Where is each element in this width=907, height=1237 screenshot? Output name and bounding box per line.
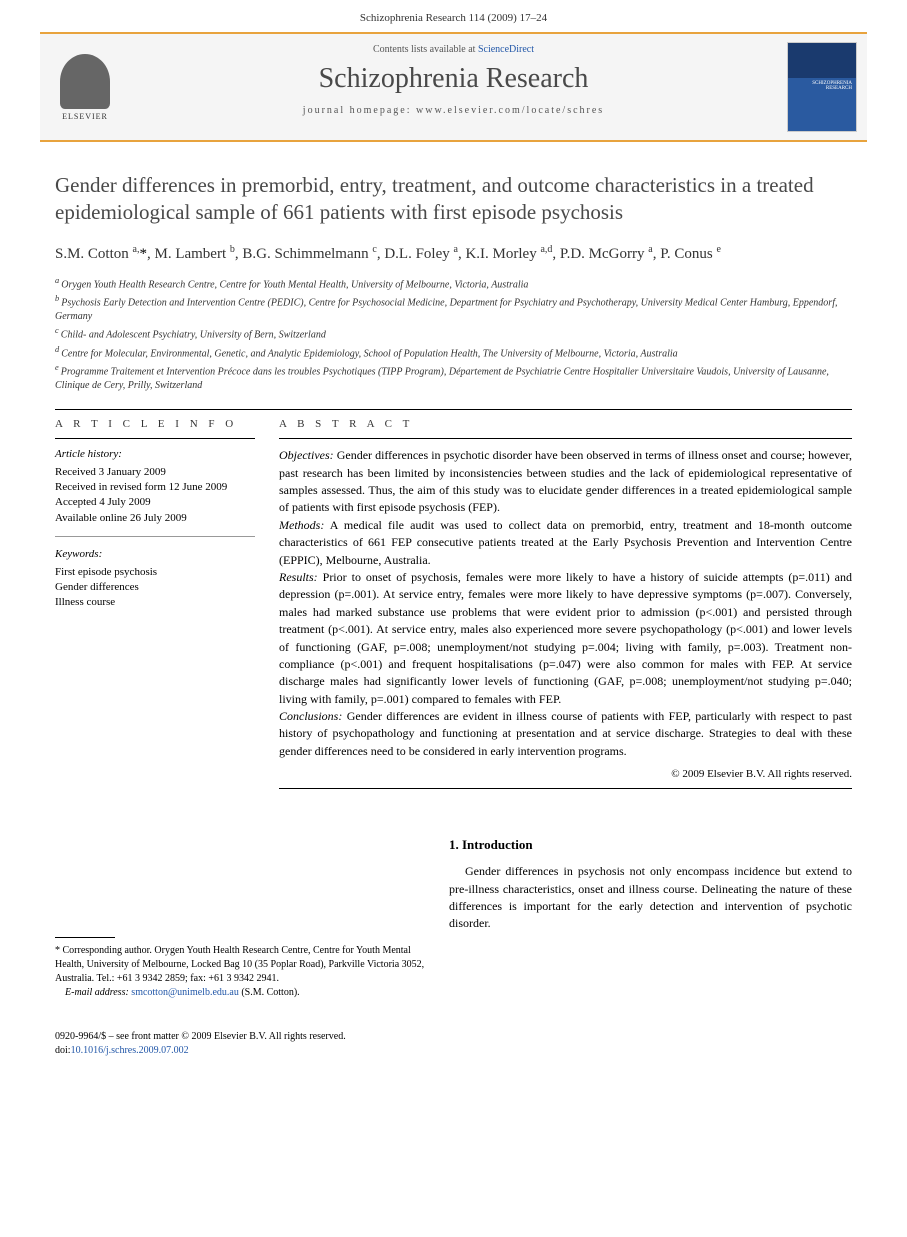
- keyword-line: Illness course: [55, 595, 255, 610]
- corresponding-author-footnote: * Corresponding author. Orygen Youth Hea…: [55, 944, 425, 1000]
- affiliation-line: b Psychosis Early Detection and Interven…: [55, 293, 852, 324]
- affiliation-line: a Orygen Youth Health Research Centre, C…: [55, 275, 852, 292]
- conclusions-head: Conclusions:: [279, 709, 342, 723]
- introduction-heading: 1. Introduction: [449, 837, 852, 853]
- keyword-line: First episode psychosis: [55, 565, 255, 580]
- author-list: S.M. Cotton a,*, M. Lambert b, B.G. Schi…: [55, 243, 852, 265]
- abstract-copyright: © 2009 Elsevier B.V. All rights reserved…: [279, 768, 852, 780]
- corresponding-text: Corresponding author. Orygen Youth Healt…: [55, 945, 424, 984]
- divider: [279, 788, 852, 789]
- cover-thumbnail-box: [777, 34, 867, 140]
- article-info-label: A R T I C L E I N F O: [55, 418, 255, 430]
- history-line: Accepted 4 July 2009: [55, 495, 255, 510]
- journal-name: Schizophrenia Research: [130, 63, 777, 95]
- article-history-block: Article history: Received 3 January 2009…: [55, 447, 255, 537]
- affiliations-list: a Orygen Youth Health Research Centre, C…: [55, 275, 852, 394]
- elsevier-logo: ELSEVIER: [50, 47, 120, 127]
- results-text: Prior to onset of psychosis, females wer…: [279, 570, 852, 706]
- info-abstract-row: A R T I C L E I N F O Article history: R…: [55, 418, 852, 797]
- elsevier-tree-icon: [60, 54, 110, 109]
- lower-columns: * Corresponding author. Orygen Youth Hea…: [55, 837, 852, 1000]
- email-suffix: (S.M. Cotton).: [241, 987, 299, 998]
- abstract-column: A B S T R A C T Objectives: Gender diffe…: [279, 418, 852, 797]
- methods-head: Methods:: [279, 518, 324, 532]
- keywords-block: Keywords: First episode psychosisGender …: [55, 547, 255, 621]
- journal-homepage-url: www.elsevier.com/locate/schres: [416, 105, 604, 116]
- issn-copyright-line: 0920-9964/$ – see front matter © 2009 El…: [55, 1030, 852, 1044]
- abstract-body: Objectives: Gender differences in psycho…: [279, 447, 852, 760]
- journal-cover-thumbnail: [787, 42, 857, 132]
- doi-link[interactable]: 10.1016/j.schres.2009.07.002: [71, 1045, 189, 1056]
- email-label: E-mail address:: [65, 987, 129, 998]
- affiliation-line: d Centre for Molecular, Environmental, G…: [55, 344, 852, 361]
- divider: [55, 409, 852, 410]
- journal-banner: ELSEVIER Contents lists available at Sci…: [40, 32, 867, 142]
- history-heading: Article history:: [55, 447, 255, 462]
- history-line: Received 3 January 2009: [55, 465, 255, 480]
- banner-center: Contents lists available at ScienceDirec…: [130, 34, 777, 140]
- page-footer: 0920-9964/$ – see front matter © 2009 El…: [0, 1020, 907, 1078]
- history-line: Available online 26 July 2009: [55, 511, 255, 526]
- article-title: Gender differences in premorbid, entry, …: [55, 172, 852, 227]
- affiliation-line: e Programme Traitement et Intervention P…: [55, 362, 852, 393]
- contents-available-line: Contents lists available at ScienceDirec…: [130, 44, 777, 55]
- running-header: Schizophrenia Research 114 (2009) 17–24: [0, 0, 907, 32]
- objectives-text: Gender differences in psychotic disorder…: [279, 448, 852, 514]
- results-head: Results:: [279, 570, 318, 584]
- history-line: Received in revised form 12 June 2009: [55, 480, 255, 495]
- publisher-logo-box: ELSEVIER: [40, 34, 130, 140]
- corresponding-email-link[interactable]: smcotton@unimelb.edu.au: [129, 987, 242, 998]
- keyword-line: Gender differences: [55, 580, 255, 595]
- doi-prefix: doi:: [55, 1045, 71, 1056]
- divider: [279, 438, 852, 439]
- introduction-paragraph: Gender differences in psychosis not only…: [449, 863, 852, 933]
- journal-homepage-line: journal homepage: www.elsevier.com/locat…: [130, 105, 777, 116]
- introduction-column: 1. Introduction Gender differences in ps…: [449, 837, 852, 1000]
- footnote-column: * Corresponding author. Orygen Youth Hea…: [55, 837, 425, 1000]
- conclusions-text: Gender differences are evident in illnes…: [279, 709, 852, 758]
- sciencedirect-link[interactable]: ScienceDirect: [478, 44, 534, 55]
- keywords-heading: Keywords:: [55, 547, 255, 562]
- affiliation-line: c Child- and Adolescent Psychiatry, Univ…: [55, 325, 852, 342]
- footnote-rule: [55, 937, 115, 938]
- abstract-label: A B S T R A C T: [279, 418, 852, 430]
- divider: [55, 438, 255, 439]
- article-content: Gender differences in premorbid, entry, …: [0, 142, 907, 1020]
- article-info-column: A R T I C L E I N F O Article history: R…: [55, 418, 255, 797]
- citation-text: Schizophrenia Research 114 (2009) 17–24: [360, 12, 547, 24]
- methods-text: A medical file audit was used to collect…: [279, 518, 852, 567]
- publisher-name: ELSEVIER: [62, 112, 108, 121]
- objectives-head: Objectives:: [279, 448, 334, 462]
